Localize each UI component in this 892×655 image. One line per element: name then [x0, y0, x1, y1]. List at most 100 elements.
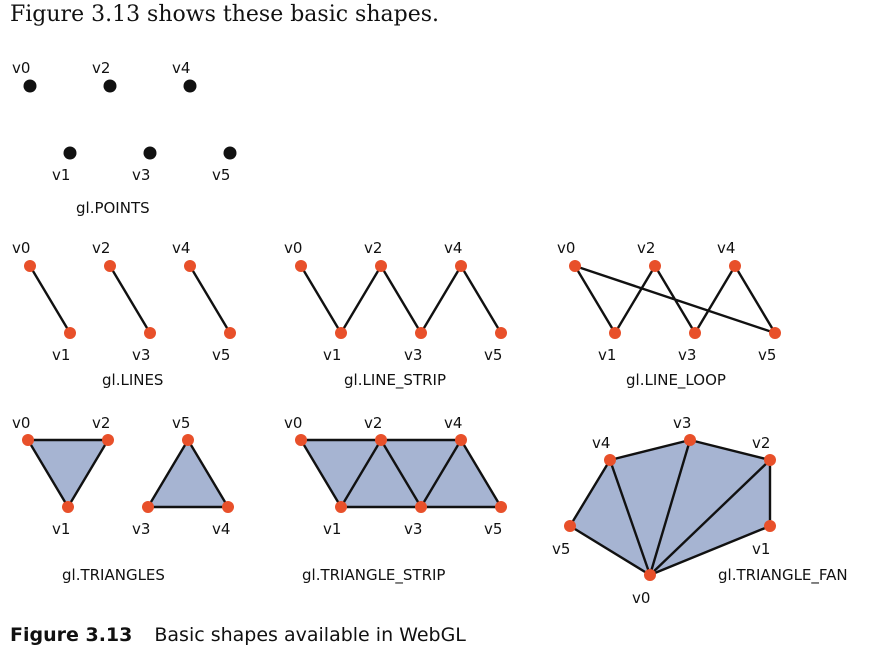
- tris-vertex-v4: [222, 501, 234, 513]
- tstrip-vertex-v3: [415, 501, 427, 513]
- lines-panel: v0 v2 v4 v1 v3 v5 gl.LINES: [12, 239, 236, 389]
- points-label-v1: v1: [52, 166, 70, 184]
- triangle-fan-mode-label: gl.TRIANGLE_FAN: [718, 566, 848, 585]
- strip-vertex-v1: [335, 327, 347, 339]
- tstrip-label-v2: v2: [364, 414, 382, 432]
- intro-text: Figure 3.13 shows these basic shapes.: [10, 2, 440, 27]
- point-v1: [63, 146, 77, 160]
- strip-label-v5: v5: [484, 346, 502, 364]
- tris-label-v2: v2: [92, 414, 110, 432]
- tris-vertex-v2: [102, 434, 114, 446]
- point-v5: [223, 146, 237, 160]
- lines-vertex-v3: [144, 327, 156, 339]
- tris-vertex-v3: [142, 501, 154, 513]
- fan-label-v0: v0: [632, 589, 650, 607]
- fan-vertex-v1: [764, 520, 776, 532]
- lines-edge-0: [28, 264, 72, 335]
- strip-label-v4: v4: [444, 239, 462, 257]
- figure-caption: Figure 3.13 Basic shapes available in Web…: [10, 624, 466, 646]
- strip-vertex-v5: [495, 327, 507, 339]
- line-loop-mode-label: gl.LINE_LOOP: [626, 371, 726, 390]
- points-mode-label: gl.POINTS: [76, 199, 150, 217]
- triangle-b: [146, 438, 230, 509]
- lines-label-v1: v1: [52, 346, 70, 364]
- fan-label-v4: v4: [592, 434, 610, 452]
- fan-spoke-v2: [649, 459, 771, 576]
- tris-label-v5: v5: [172, 414, 190, 432]
- tris-label-v1: v1: [52, 520, 70, 538]
- lines-mode-label: gl.LINES: [102, 371, 163, 389]
- figure-number: Figure 3.13: [10, 624, 133, 646]
- triangles-mode-label: gl.TRIANGLES: [62, 566, 165, 584]
- tstrip-vertex-v0: [295, 434, 307, 446]
- lines-vertex-v5: [224, 327, 236, 339]
- lines-vertex-v1: [64, 327, 76, 339]
- tstrip-label-v3: v3: [404, 520, 422, 538]
- fan-label-v5: v5: [552, 540, 570, 558]
- points-label-v0: v0: [12, 59, 30, 77]
- fan-spoke-v4: [608, 459, 652, 576]
- tris-vertex-v1: [62, 501, 74, 513]
- tstrip-label-v1: v1: [323, 520, 341, 538]
- strip-vertex-v3: [415, 327, 427, 339]
- tstrip-vertex-v5: [495, 501, 507, 513]
- basic-shapes-diagram: v0 v2 v4 v1 v3 v5 gl.POINTS v0 v2 v4 v1 …: [12, 59, 848, 607]
- loop-vertex-v4: [729, 260, 741, 272]
- triangles-panel: v0 v2 v5 v1 v3 v4 gl.TRIANGLES: [12, 414, 234, 584]
- tris-label-v4: v4: [212, 520, 230, 538]
- strip-label-v3: v3: [404, 346, 422, 364]
- point-v2: [103, 79, 117, 93]
- lines-vertex-v4: [184, 260, 196, 272]
- lines-label-v5: v5: [212, 346, 230, 364]
- points-label-v3: v3: [132, 166, 150, 184]
- fan-label-v1: v1: [752, 540, 770, 558]
- tris-vertex-v5: [182, 434, 194, 446]
- triangle-a: [26, 438, 110, 509]
- loop-vertex-v2: [649, 260, 661, 272]
- fan-label-v3: v3: [673, 414, 691, 432]
- lines-label-v0: v0: [12, 239, 30, 257]
- tstrip-label-v0: v0: [284, 414, 302, 432]
- lines-edge-1: [108, 264, 152, 335]
- fan-label-v2: v2: [752, 434, 770, 452]
- strip-label-v2: v2: [364, 239, 382, 257]
- figure-caption-text: Basic shapes available in WebGL: [154, 624, 466, 646]
- loop-label-v4: v4: [717, 239, 735, 257]
- tstrip-vertex-v1: [335, 501, 347, 513]
- fan-vertex-v2: [764, 454, 776, 466]
- tris-label-v3: v3: [132, 520, 150, 538]
- loop-vertex-v5: [769, 327, 781, 339]
- lines-label-v4: v4: [172, 239, 190, 257]
- fan-vertex-v0: [644, 569, 656, 581]
- lines-vertex-v2: [104, 260, 116, 272]
- tris-vertex-v0: [22, 434, 34, 446]
- triangle-fan-panel: v3 v4 v2 v5 v1 v0 gl.TRIANGLE_FAN: [552, 414, 848, 607]
- lines-label-v3: v3: [132, 346, 150, 364]
- tstrip-label-v5: v5: [484, 520, 502, 538]
- loop-label-v5: v5: [758, 346, 776, 364]
- tstrip-vertex-v2: [375, 434, 387, 446]
- strip-label-v1: v1: [323, 346, 341, 364]
- points-label-v4: v4: [172, 59, 190, 77]
- fan-vertex-v5: [564, 520, 576, 532]
- loop-label-v0: v0: [557, 239, 575, 257]
- strip-label-v0: v0: [284, 239, 302, 257]
- strip-vertex-v0: [295, 260, 307, 272]
- tris-label-v0: v0: [12, 414, 30, 432]
- fan-vertex-v3: [684, 434, 696, 446]
- loop-vertex-v1: [609, 327, 621, 339]
- triangle-strip-panel: v0 v2 v4 v1 v3 v5 gl.TRIANGLE_STRIP: [284, 414, 507, 585]
- strip-vertex-v2: [375, 260, 387, 272]
- points-label-v5: v5: [212, 166, 230, 184]
- tstrip-label-v4: v4: [444, 414, 462, 432]
- line-loop-panel: v0 v2 v4 v1 v3 v5 gl.LINE_LOOP: [557, 239, 781, 390]
- line-strip-path: [299, 263, 503, 336]
- points-panel: v0 v2 v4 v1 v3 v5 gl.POINTS: [12, 59, 237, 217]
- line-strip-panel: v0 v2 v4 v1 v3 v5 gl.LINE_STRIP: [284, 239, 507, 390]
- strip-vertex-v4: [455, 260, 467, 272]
- loop-label-v2: v2: [637, 239, 655, 257]
- loop-vertex-v0: [569, 260, 581, 272]
- lines-vertex-v0: [24, 260, 36, 272]
- line-strip-mode-label: gl.LINE_STRIP: [344, 371, 446, 390]
- triangle-strip-diagonals: [339, 437, 463, 510]
